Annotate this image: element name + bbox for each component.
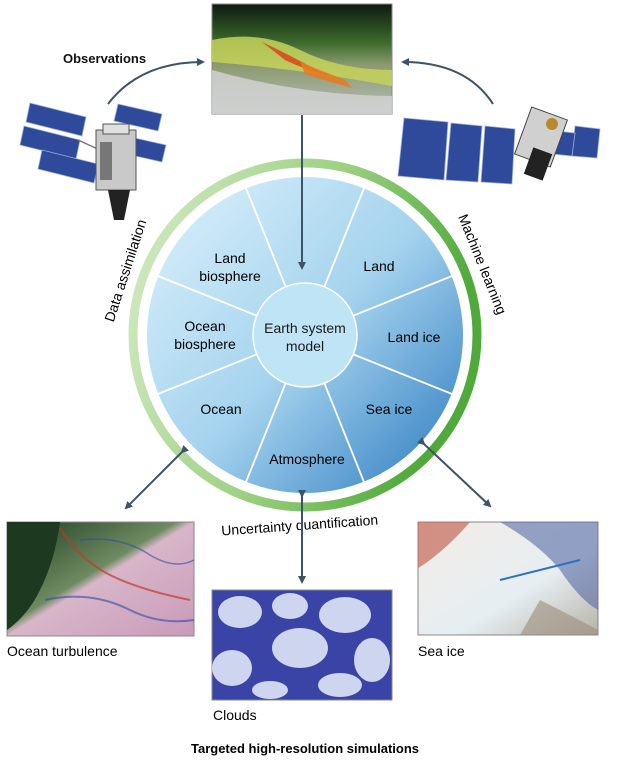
observations-label: Observations	[63, 51, 146, 66]
caption-clouds: Clouds	[213, 707, 257, 723]
caption-ocean-turbulence: Ocean turbulence	[7, 643, 118, 659]
segment-ocean-biosphere-line1: Ocean	[184, 318, 225, 334]
arrow-sea-ice	[416, 436, 492, 508]
earth-system-model-core	[252, 282, 358, 388]
ring-label-uncertainty-quantification: Uncertainty quantification	[221, 512, 379, 539]
segment-sea-ice: Sea ice	[366, 401, 413, 417]
observations-image	[211, 3, 393, 115]
segment-land: Land	[363, 258, 394, 274]
segment-land-biosphere-line1: Land	[214, 250, 245, 266]
core-label-line1: Earth system	[264, 320, 346, 336]
caption-sea-ice: Sea ice	[418, 643, 465, 659]
core-label-line2: model	[286, 338, 324, 354]
arrow-right-satellite-to-observations	[401, 58, 494, 105]
arrow-ocean-turbulence	[124, 444, 190, 510]
left-satellite-icon	[19, 102, 167, 220]
ocean-turbulence-image	[6, 521, 195, 637]
segment-ocean-biosphere-line2: biosphere	[174, 336, 236, 352]
earth-system-wheel	[147, 177, 463, 493]
right-satellite-icon	[397, 106, 601, 185]
clouds-image	[211, 589, 393, 701]
segment-atmosphere: Atmosphere	[269, 451, 345, 467]
caption-footer: Targeted high-resolution simulations	[191, 741, 419, 756]
segment-land-ice: Land ice	[388, 329, 441, 345]
segment-ocean: Ocean	[200, 401, 241, 417]
segment-land-biosphere-line2: biosphere	[199, 268, 261, 284]
sea-ice-image	[417, 521, 599, 636]
arrow-left-satellite-to-observations	[107, 58, 205, 105]
